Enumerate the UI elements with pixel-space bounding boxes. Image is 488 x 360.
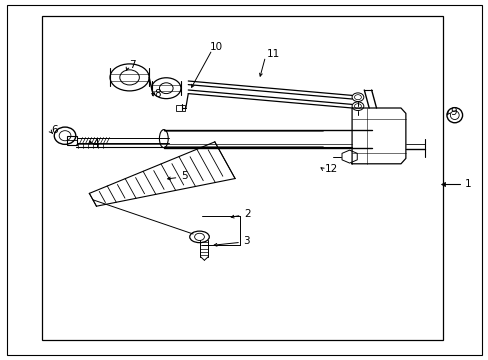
Text: 7: 7 (129, 60, 136, 70)
Bar (176, 105, 184, 111)
Bar (41, 16, 442, 340)
Text: 10: 10 (210, 42, 223, 52)
Text: 12: 12 (325, 164, 338, 174)
Text: 4: 4 (93, 139, 100, 149)
Text: 2: 2 (244, 209, 251, 219)
Bar (66, 136, 77, 145)
Text: 6: 6 (51, 125, 58, 135)
Text: 9: 9 (449, 107, 456, 117)
Text: 1: 1 (464, 179, 470, 189)
Text: 5: 5 (181, 171, 187, 181)
Text: 3: 3 (243, 236, 249, 246)
Text: 11: 11 (266, 49, 279, 59)
Text: 8: 8 (154, 89, 161, 99)
